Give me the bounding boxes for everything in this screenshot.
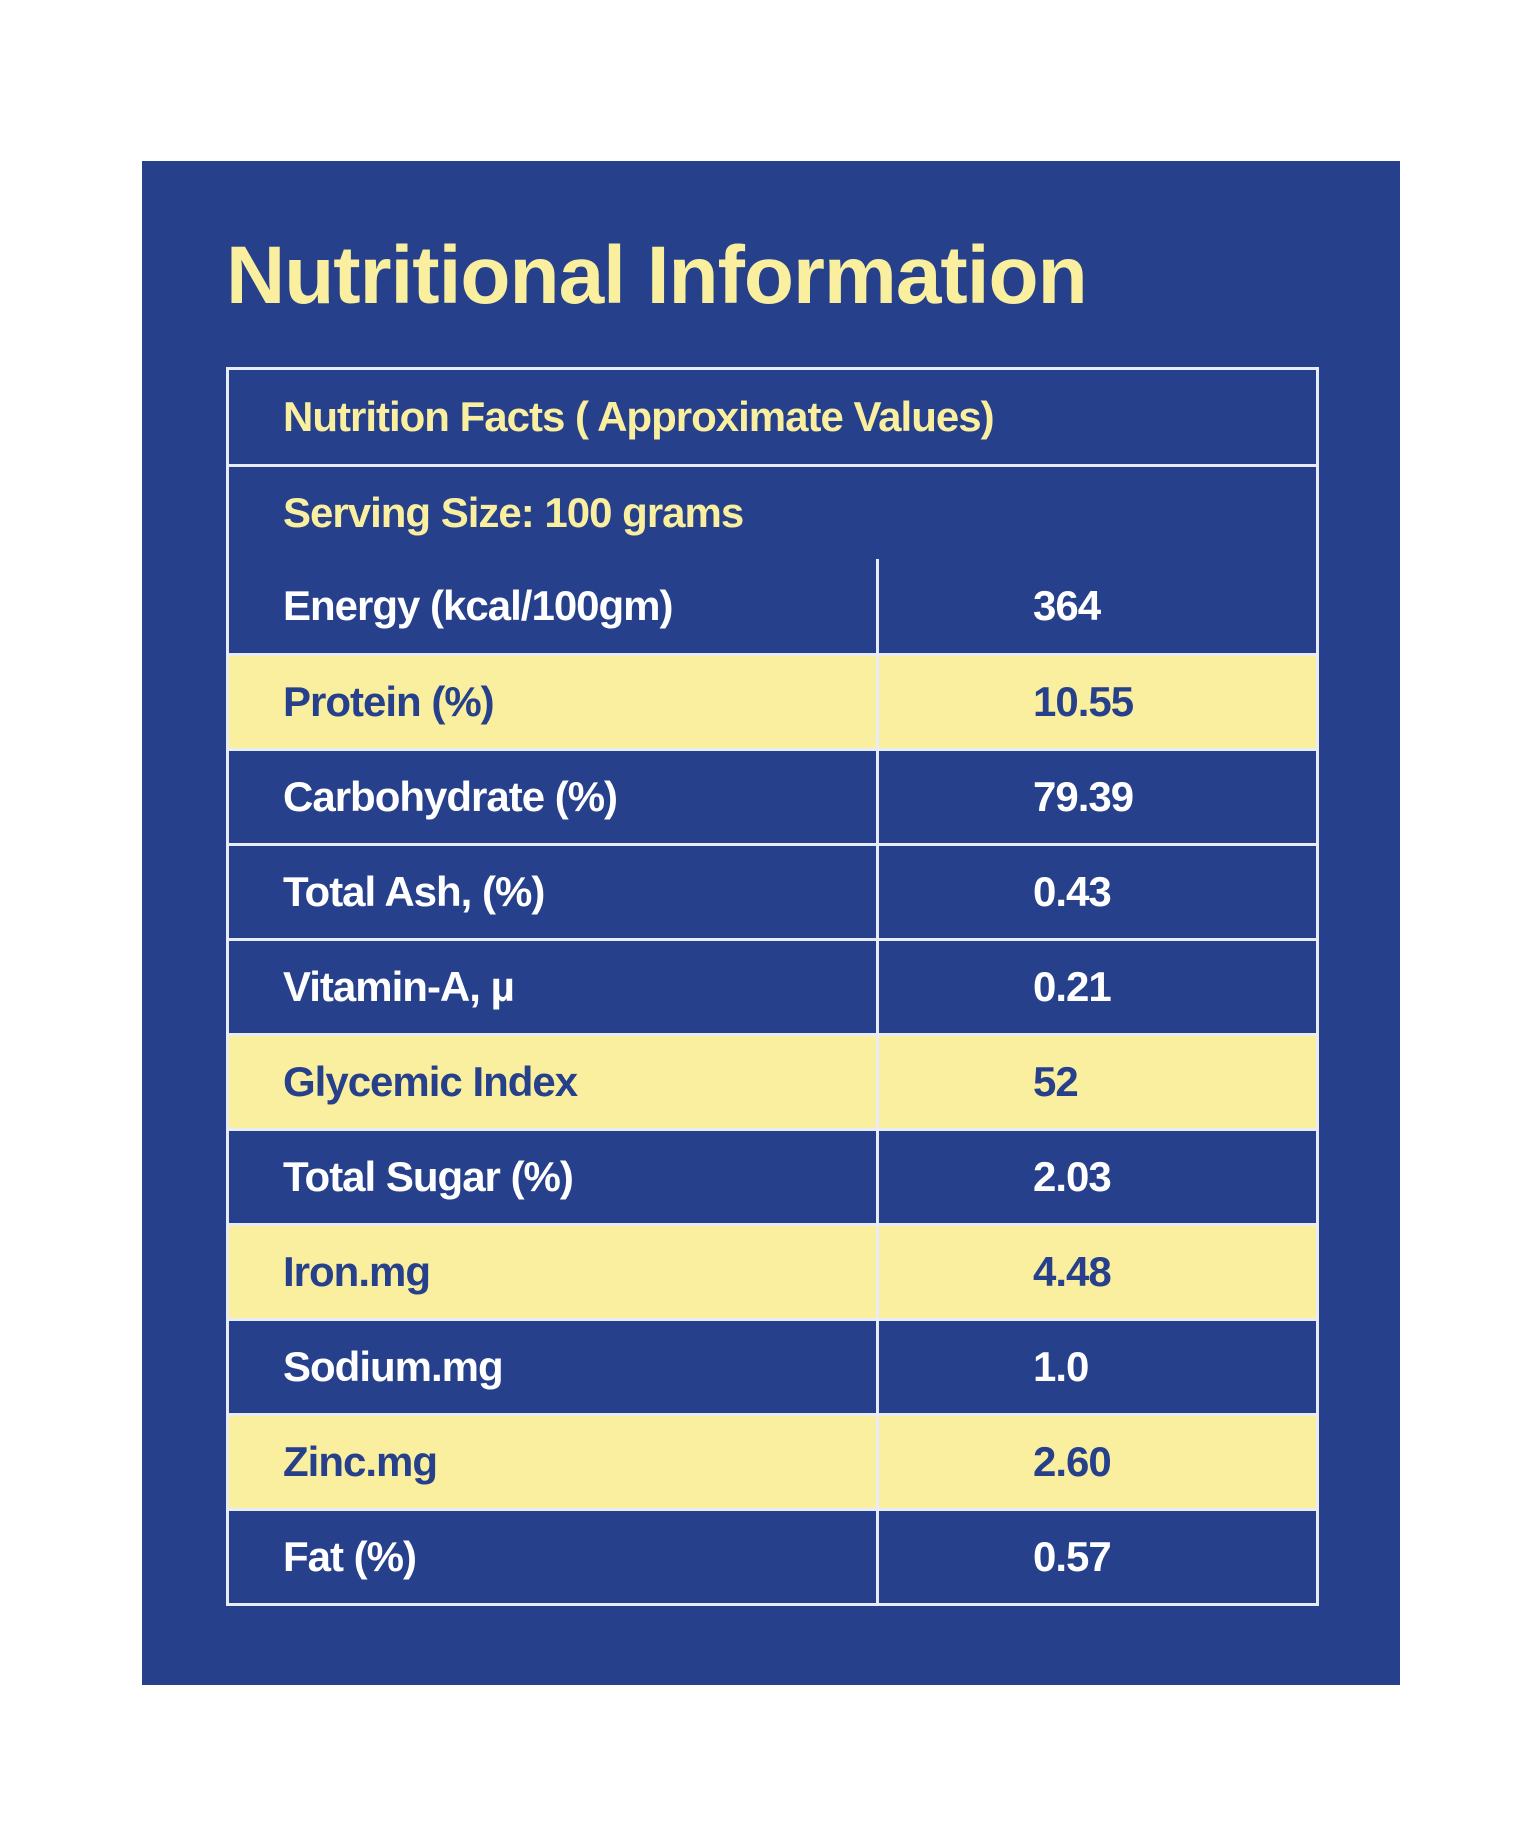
nutrient-value: 364 (1033, 582, 1101, 629)
nutrient-value: 0.21 (1033, 963, 1112, 1010)
table-row: Carbohydrate (%) 79.39 (229, 748, 1316, 843)
table-row: Fat (%) 0.57 (229, 1508, 1316, 1603)
table-row: Total Sugar (%) 2.03 (229, 1128, 1316, 1223)
serving-size-row: Serving Size: 100 grams (229, 464, 1316, 559)
nutrient-value: 0.43 (1033, 868, 1112, 915)
page-title: Nutritional Information (226, 230, 1088, 321)
nutrient-label: Energy (kcal/100gm) (229, 559, 879, 653)
nutrient-value: 2.60 (1033, 1438, 1112, 1485)
nutrient-value: 79.39 (1033, 773, 1134, 820)
table-row: Iron.mg 4.48 (229, 1223, 1316, 1318)
nutrient-label: Sodium.mg (229, 1321, 879, 1413)
table-row: Protein (%) 10.55 (229, 653, 1316, 748)
table-row: Vitamin-A, µ 0.21 (229, 938, 1316, 1033)
nutrient-value: 10.55 (1033, 678, 1134, 725)
nutrient-label: Glycemic Index (229, 1036, 879, 1128)
table-row: Glycemic Index 52 (229, 1033, 1316, 1128)
nutrient-value: 2.03 (1033, 1153, 1112, 1200)
nutrient-value: 1.0 (1033, 1343, 1089, 1390)
nutrient-label: Iron.mg (229, 1226, 879, 1318)
nutrition-panel: Nutritional Information Nutrition Facts … (142, 161, 1400, 1685)
nutrient-label: Protein (%) (229, 656, 879, 748)
table-row: Total Ash, (%) 0.43 (229, 843, 1316, 938)
nutrient-label: Total Sugar (%) (229, 1131, 879, 1223)
table-row: Sodium.mg 1.0 (229, 1318, 1316, 1413)
nutrient-value: 4.48 (1033, 1248, 1112, 1295)
table-heading-row: Nutrition Facts ( Approximate Values) (229, 370, 1316, 464)
nutrient-label: Total Ash, (%) (229, 846, 879, 938)
serving-size: Serving Size: 100 grams (283, 489, 744, 536)
table-row: Zinc.mg 2.60 (229, 1413, 1316, 1508)
nutrient-rows: Energy (kcal/100gm) 364 Protein (%) 10.55 Ca… (229, 559, 1316, 1603)
nutrient-label: Carbohydrate (%) (229, 751, 879, 843)
nutrition-table: Nutrition Facts ( Approximate Values) Se… (226, 367, 1319, 1606)
table-row: Energy (kcal/100gm) 364 (229, 559, 1316, 653)
nutrient-value: 52 (1033, 1058, 1079, 1105)
nutrient-label: Zinc.mg (229, 1416, 879, 1508)
nutrient-value: 0.57 (1033, 1533, 1112, 1580)
table-heading: Nutrition Facts ( Approximate Values) (283, 393, 995, 440)
nutrient-label: Vitamin-A, µ (229, 941, 879, 1033)
nutrient-label: Fat (%) (229, 1511, 879, 1603)
